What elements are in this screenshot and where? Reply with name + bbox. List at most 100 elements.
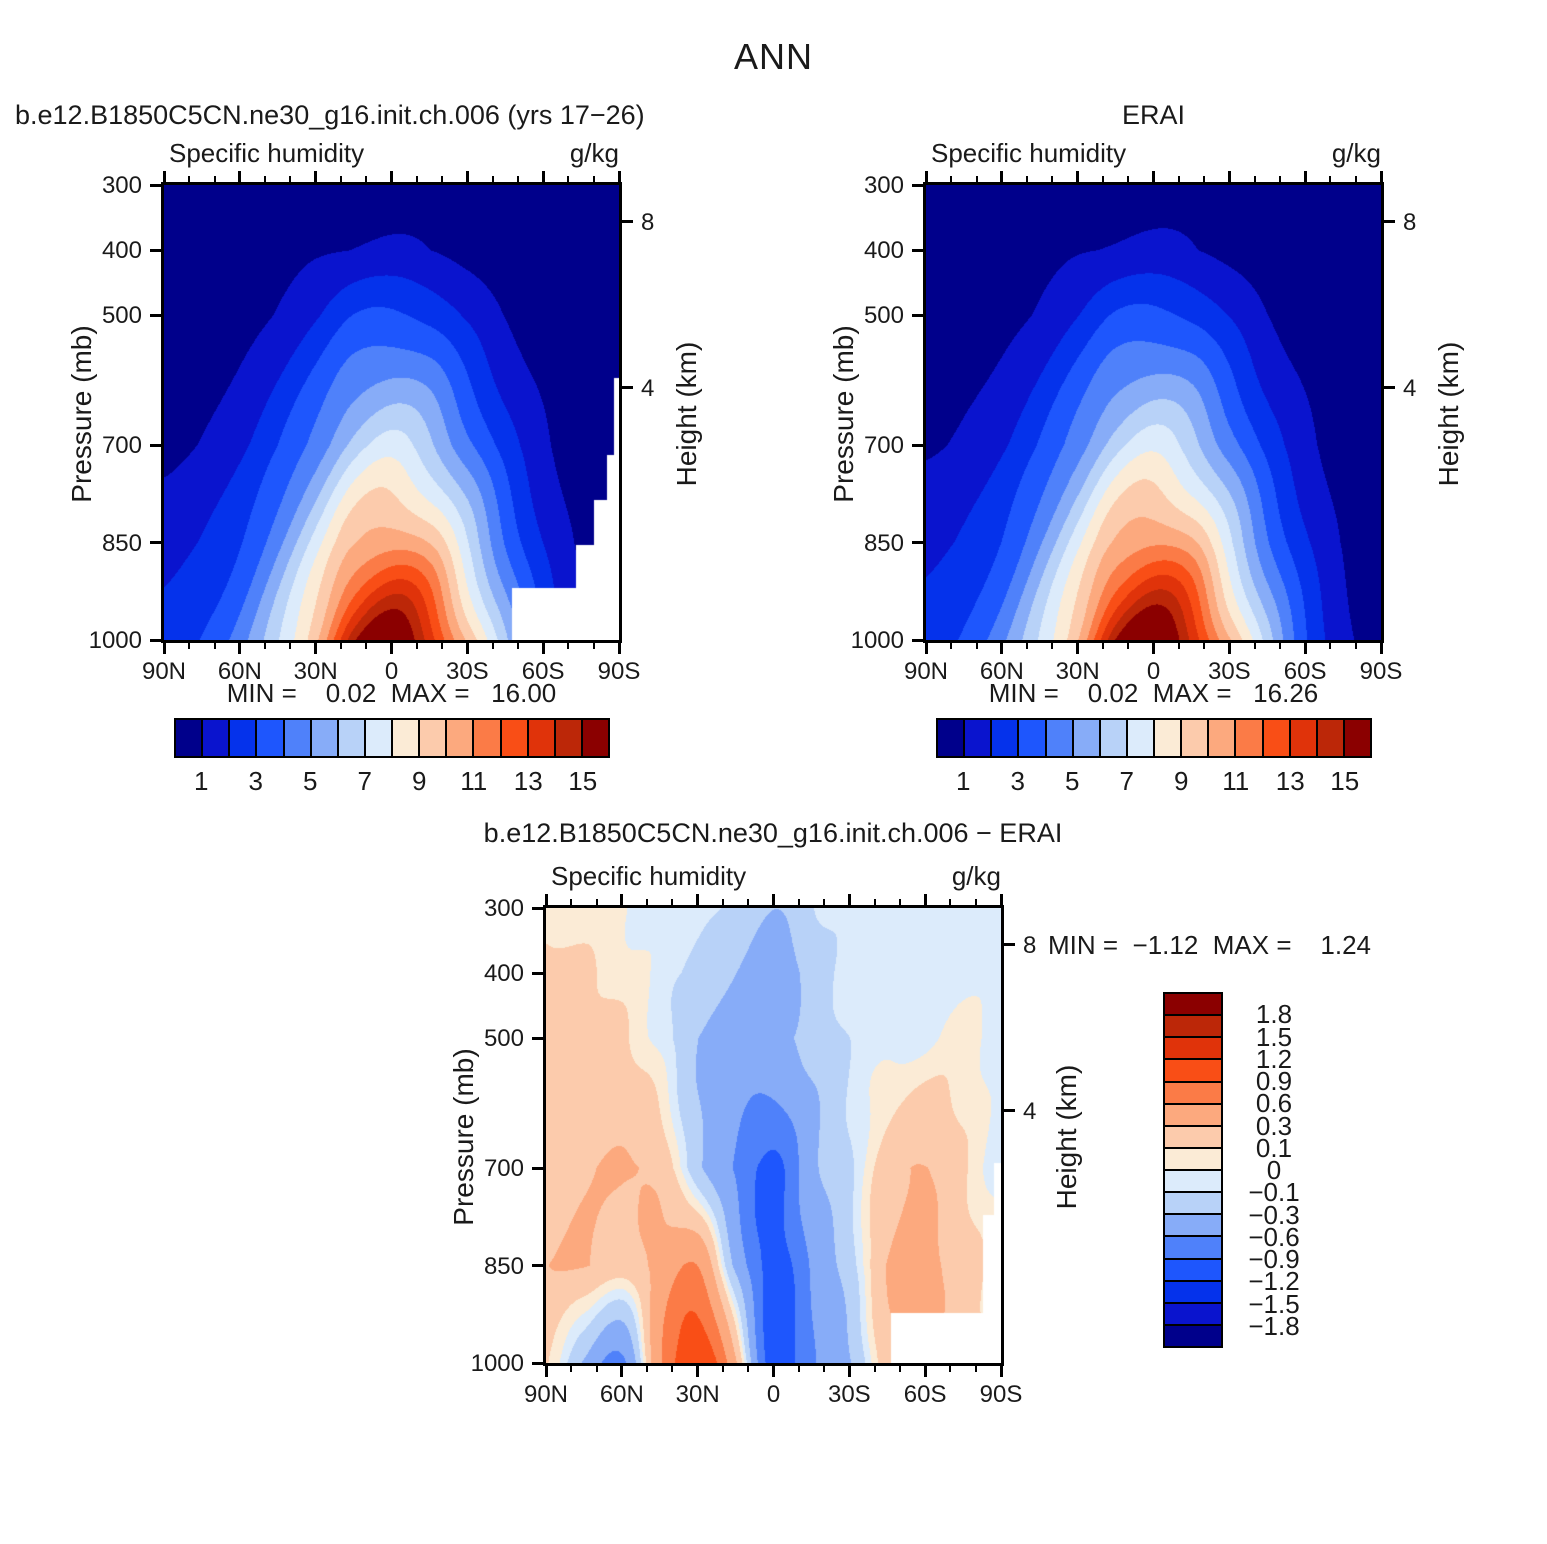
x-axis-tick [1152, 642, 1155, 654]
x-axis-tick [570, 1365, 573, 1372]
x-tick-label: 30N [293, 658, 338, 685]
height-tick-label: 8 [1023, 931, 1037, 959]
model-suptitle: b.e12.B1850C5CN.ne30_g16.init.ch.006 (yr… [15, 100, 645, 130]
height-axis-tick [1383, 386, 1395, 390]
colorbar-tick-label: 1 [194, 766, 209, 796]
x-axis-tick [1051, 176, 1054, 183]
x-axis-tick [541, 642, 545, 654]
x-axis-tick [772, 894, 775, 906]
colorbar-cell [1290, 720, 1316, 756]
x-axis-tick [441, 642, 444, 649]
y-axis-tick [912, 313, 924, 317]
x-tick-label: 30S [827, 1381, 871, 1408]
height-tick-label: 4 [1403, 374, 1417, 402]
y-tick-label: 700 [101, 432, 142, 459]
x-axis-tick [1026, 642, 1029, 649]
x-axis-tick [949, 1365, 952, 1372]
colorbar-cell [420, 720, 446, 756]
x-axis-tick [1000, 642, 1004, 654]
x-axis-tick [975, 176, 978, 183]
colorbar-tick-label: 1.2 [1255, 1043, 1293, 1074]
colorbar-tick-label: 9 [412, 766, 427, 796]
y-axis-tick [150, 183, 162, 187]
x-axis-tick [898, 899, 901, 906]
y-axis-tick [912, 248, 924, 252]
x-axis-tick [950, 176, 953, 183]
x-axis-tick [339, 642, 342, 649]
y-tick-label: 300 [483, 895, 524, 922]
colorbar-cell [447, 720, 473, 756]
model-height-axis-label: Height (km) [671, 341, 702, 487]
x-tick-label: 0 [766, 1381, 781, 1408]
y-tick-label: 300 [101, 172, 142, 199]
x-axis-tick [747, 899, 750, 906]
x-axis-tick [570, 899, 573, 906]
y-tick-label: 300 [863, 172, 904, 199]
erai-colorbar [936, 718, 1372, 758]
colorbar-tick-label: 0.9 [1255, 1066, 1293, 1096]
x-axis-tick [595, 899, 598, 906]
x-axis-tick [592, 176, 595, 183]
colorbar-tick-label: 3 [248, 766, 263, 796]
colorbar-tick-label: −0.6 [1248, 1221, 1300, 1252]
x-axis-tick [390, 642, 393, 654]
colorbar-tick-label: 13 [1275, 766, 1305, 796]
colorbar-cell [257, 720, 283, 756]
colorbar-cell [474, 720, 500, 756]
x-axis-tick [1101, 176, 1104, 183]
x-axis-tick [595, 1365, 598, 1372]
y-tick-label: 700 [863, 432, 904, 459]
x-tick-label: 60N [217, 658, 262, 685]
y-tick-label: 400 [483, 960, 524, 987]
y-axis-tick [150, 248, 162, 252]
x-axis-tick [365, 176, 368, 183]
y-tick-label: 850 [863, 529, 904, 557]
colorbar-tick-label: 13 [513, 766, 543, 796]
x-axis-tick [1177, 642, 1180, 649]
x-axis-tick [1203, 176, 1206, 183]
x-axis-tick [567, 642, 570, 649]
x-axis-tick [567, 176, 570, 183]
height-tick-label: 8 [641, 208, 655, 236]
colorbar-cell [1019, 720, 1045, 756]
height-axis-tick [621, 220, 633, 224]
x-axis-tick [1026, 176, 1029, 183]
erai-height-axis-label: Height (km) [1433, 341, 1464, 487]
x-axis-tick [365, 642, 368, 649]
y-axis-tick [912, 541, 924, 544]
y-tick-label: 850 [101, 529, 142, 557]
x-axis-tick [617, 171, 621, 183]
x-axis-tick [339, 176, 342, 183]
y-tick-label: 500 [101, 302, 142, 329]
x-axis-tick [238, 171, 242, 183]
x-axis-tick [1177, 176, 1180, 183]
colorbar-cell [1127, 720, 1153, 756]
colorbar-cell [938, 720, 964, 756]
colorbar-cell [528, 720, 554, 756]
x-axis-tick [620, 1365, 624, 1377]
colorbar-cell [555, 720, 581, 756]
colorbar-tick-label: 11 [1222, 766, 1250, 796]
model-subtitle: Specific humidity [169, 138, 365, 168]
x-axis-tick [646, 899, 649, 906]
height-tick-label: 8 [1403, 208, 1417, 236]
diff-suptitle: b.e12.B1850C5CN.ne30_g16.init.ch.006 − E… [483, 818, 1063, 848]
x-axis-tick [465, 171, 469, 183]
x-tick-label: 0 [1146, 658, 1161, 685]
erai-stats: MIN = 0.02 MAX = 16.26 [988, 678, 1319, 708]
x-axis-tick [873, 899, 876, 906]
colorbar-cell [965, 720, 991, 756]
x-axis-tick [441, 176, 444, 183]
y-axis-tick [150, 638, 162, 642]
height-tick-label: 4 [1023, 1097, 1037, 1125]
colorbar-cell [1236, 720, 1262, 756]
x-axis-tick [999, 894, 1003, 906]
y-axis-tick [912, 183, 924, 187]
height-axis-tick [1003, 943, 1015, 947]
colorbar-tick-label: 3 [1010, 766, 1025, 796]
x-axis-tick [544, 894, 548, 906]
colorbar-cell [1046, 720, 1072, 756]
colorbar-tick-label: −1.5 [1248, 1288, 1300, 1319]
model-plot-frame [161, 182, 622, 643]
x-axis-tick [516, 642, 519, 649]
